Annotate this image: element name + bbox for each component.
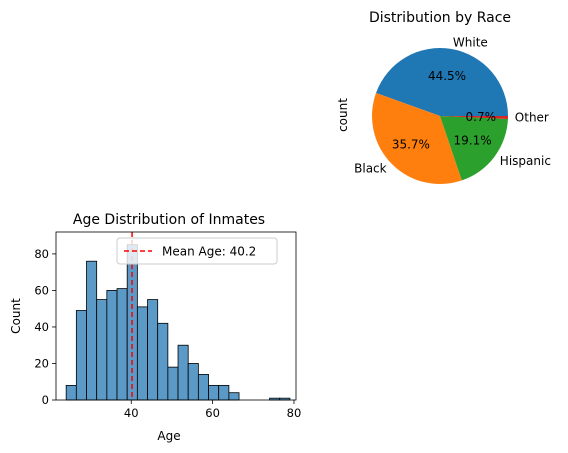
pie-chart: Distribution by Race count White 44.5% Bla…: [336, 10, 551, 184]
hist-title: Age Distribution of Inmates: [73, 212, 265, 228]
pie-slice-other: [440, 116, 508, 119]
hist-bar: [65, 384, 77, 401]
pie-label-black: Black: [354, 161, 387, 175]
pie-slice-white: [376, 48, 508, 116]
y-tick-label: 20: [34, 356, 49, 370]
y-tick-label: 60: [34, 283, 49, 297]
histogram-chart: Age Distribution of Inmates 40 60 80 0 20 40…: [9, 212, 301, 443]
hist-bar: [75, 310, 87, 401]
y-tick-label: 80: [34, 247, 49, 261]
y-tick-label: 40: [34, 320, 49, 334]
hist-axes-frame: [55, 231, 297, 401]
pie-label-hispanic: Hispanic: [500, 154, 551, 168]
legend-box: [116, 237, 278, 265]
hist-x-ticks: 40 60 80: [124, 400, 301, 420]
hist-legend: Mean Age: 40.2: [116, 237, 278, 265]
hist-ylabel: Count: [9, 298, 23, 334]
hist-bar: [218, 384, 230, 401]
hist-bar: [116, 288, 128, 401]
hist-bar: [208, 384, 220, 401]
pie-pct-hispanic: 19.1%: [454, 134, 492, 148]
hist-bar: [147, 299, 159, 401]
hist-bar: [177, 344, 189, 401]
x-tick-label: 60: [205, 406, 220, 420]
hist-bar: [197, 374, 209, 401]
pie-title: Distribution by Race: [369, 10, 511, 26]
pie-slice-black: [372, 92, 462, 184]
pie-ylabel: count: [336, 98, 350, 132]
hist-bar: [136, 306, 148, 401]
hist-bar: [187, 363, 199, 401]
hist-bar: [157, 322, 169, 401]
pie-pct-white: 44.5%: [428, 69, 466, 83]
hist-bars: [65, 244, 291, 401]
hist-y-ticks: 0 20 40 60 80: [34, 247, 56, 407]
pie-label-white: White: [453, 35, 488, 49]
hist-bar: [106, 290, 118, 401]
pie-slice-hispanic: [440, 116, 508, 181]
pie-pct-black: 35.7%: [392, 138, 430, 152]
pie-slices: [372, 48, 508, 184]
hist-bar: [167, 366, 179, 401]
y-tick-label: 0: [42, 393, 49, 407]
pie-label-other: Other: [515, 111, 549, 125]
hist-bar: [228, 392, 240, 401]
hist-bar: [96, 299, 108, 401]
x-tick-label: 40: [124, 406, 139, 420]
hist-bar: [86, 260, 98, 401]
x-tick-label: 80: [287, 406, 302, 420]
legend-mean-label: Mean Age: 40.2: [162, 245, 256, 259]
hist-xlabel: Age: [157, 429, 180, 443]
pie-pct-other: 0.7%: [466, 110, 497, 124]
pie-labels: White 44.5% Black 35.7% Hispanic 19.1% Other 0.…: [354, 35, 551, 175]
